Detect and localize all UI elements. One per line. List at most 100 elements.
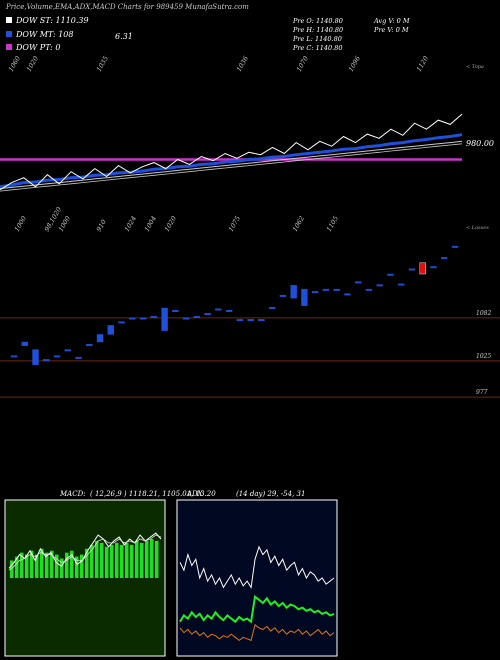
candle xyxy=(419,262,426,275)
bottom-tick-label: 1000 xyxy=(13,215,28,233)
top-tick-label: 1020 xyxy=(25,55,40,73)
price-corner-label: < Topa xyxy=(466,64,484,70)
level-label: 977 xyxy=(476,389,488,396)
macd-histogram-bar xyxy=(55,554,59,578)
macd-label: MACD: xyxy=(59,490,86,498)
bottom-tick-label: 1000 xyxy=(57,215,72,233)
candle xyxy=(225,310,233,312)
candle xyxy=(193,316,201,319)
candle xyxy=(301,288,308,306)
candle xyxy=(75,356,82,359)
top-tick-label: 1035 xyxy=(95,55,110,73)
top-tick-label: 1096 xyxy=(347,55,362,73)
macd-histogram-bar xyxy=(80,554,84,578)
macd-panel xyxy=(4,499,166,657)
candle xyxy=(172,310,179,312)
dow-pt: DOW PT: 0 xyxy=(15,43,61,52)
macd-histogram-bar xyxy=(45,552,49,578)
top-tick-label: 1036 xyxy=(235,55,250,73)
candle xyxy=(161,307,168,331)
candle xyxy=(96,334,104,343)
candle xyxy=(247,319,254,322)
dow-st-swatch xyxy=(6,17,12,23)
candle xyxy=(268,307,276,309)
candle xyxy=(53,355,61,358)
macd-histogram-bar xyxy=(120,544,124,578)
macd-histogram-bar xyxy=(70,550,74,578)
candle xyxy=(322,288,330,291)
macd-histogram-bar xyxy=(60,558,64,578)
macd-histogram-bar xyxy=(25,554,29,578)
bottom-tick-label: 1062 xyxy=(291,215,306,233)
macd-histogram-bar xyxy=(105,546,109,578)
price-line xyxy=(0,113,463,191)
macd-signal-line xyxy=(8,534,162,571)
bottom-tick-label: 1075 xyxy=(227,215,242,233)
bottom-tick-label: 1024 xyxy=(123,215,138,233)
candle xyxy=(64,349,71,352)
candle xyxy=(354,281,362,284)
macd-histogram-bar xyxy=(100,542,104,578)
macd-histogram-bar xyxy=(145,540,149,578)
macd-histogram-bar xyxy=(115,542,119,578)
pre-low: Pre L: 1140.80 xyxy=(292,35,342,43)
bottom-tick-label: 1020 xyxy=(163,215,178,233)
macd-histogram-bar xyxy=(135,540,139,578)
pre-close: Pre C: 1140.80 xyxy=(292,44,343,52)
macd-histogram-bar xyxy=(85,548,89,578)
bottom-tick-label: 1105 xyxy=(325,215,340,233)
bottom-tick-label: 1004 xyxy=(143,215,158,233)
candle-panel: < Losses 1082 1025 977 xyxy=(0,225,500,398)
candle xyxy=(182,317,190,320)
candle xyxy=(408,268,416,271)
candle xyxy=(10,355,18,358)
candle xyxy=(451,245,459,248)
macd-histogram-bar xyxy=(50,550,54,578)
adx-panel xyxy=(176,499,338,657)
macd-histogram-bar xyxy=(75,556,79,578)
candle xyxy=(387,273,394,276)
candle xyxy=(21,341,28,346)
macd-histogram-bar xyxy=(110,544,114,578)
candle xyxy=(333,288,340,291)
macd-histogram-bar xyxy=(30,550,34,578)
bottom-tick-label: 910 xyxy=(95,218,108,233)
ema-fast-line xyxy=(0,133,463,189)
ema-slow-line-2 xyxy=(0,143,463,192)
macd-histogram-bar xyxy=(95,540,99,578)
candle xyxy=(107,325,115,335)
macd-histogram-bar xyxy=(15,556,19,578)
top-tick-label: 1060 xyxy=(7,55,22,73)
pre-high: Pre H: 1140.80 xyxy=(292,26,343,34)
pre-open: Pre O: 1140.80 xyxy=(292,17,343,25)
di-minus-line xyxy=(179,623,335,642)
dow-mt-swatch xyxy=(6,31,12,37)
macd-histogram-bar xyxy=(140,542,144,578)
last-value-label: 980.00 xyxy=(466,139,494,148)
candle xyxy=(150,316,158,319)
macd-line xyxy=(8,532,162,569)
candle xyxy=(365,288,373,291)
candle xyxy=(86,344,93,346)
top-tick-label: 1120 xyxy=(415,55,430,73)
level-label: 1025 xyxy=(476,353,491,360)
candle xyxy=(430,266,437,269)
candle xyxy=(139,317,147,320)
di-plus-line xyxy=(179,594,335,624)
macd-params: ( 12,26,9 ) 1118.21, 1105.01, 13.20 xyxy=(90,490,216,498)
chart-title: Price,Volume,EMA,ADX,MACD Charts for 989… xyxy=(5,3,249,11)
candle xyxy=(258,319,265,322)
ema-slow-line xyxy=(0,140,463,190)
candle xyxy=(32,349,39,365)
pre-volume: Pre V: 0 M xyxy=(373,26,409,34)
macd-histogram-bar xyxy=(20,552,24,578)
dow-mt: DOW MT: 108 xyxy=(15,30,74,39)
macd-histogram-bar xyxy=(65,552,69,578)
candle xyxy=(43,359,50,362)
macd-histogram-bar xyxy=(10,560,14,578)
candle xyxy=(215,308,222,311)
candle xyxy=(236,319,244,322)
